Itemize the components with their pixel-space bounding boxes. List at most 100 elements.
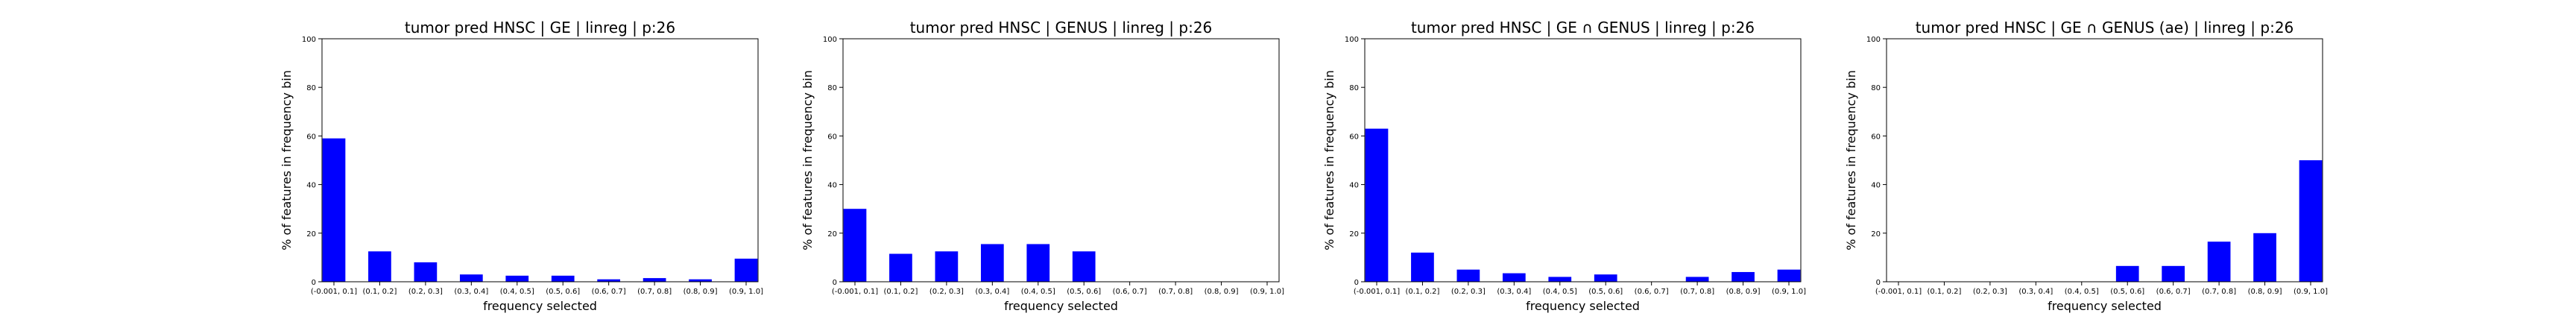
bar	[889, 253, 912, 282]
bar	[2162, 265, 2185, 282]
bar	[643, 278, 666, 282]
y-tick-label: 100	[823, 36, 837, 44]
x-tick-label: (0.3, 0.4]	[2018, 288, 2053, 296]
bar	[459, 274, 483, 282]
y-axis-label: % of features in frequency bin	[1322, 70, 1336, 250]
x-tick-label: (0.5, 0.6]	[1588, 288, 1623, 296]
x-tick-label: (0.1, 0.2]	[362, 288, 397, 296]
bar	[551, 275, 575, 282]
x-tick-label: (0.2, 0.3]	[408, 288, 443, 296]
x-tick-label: (0.7, 0.8]	[2202, 288, 2236, 296]
chart-title: tumor pred HNSC | GENUS | linreg | p:26	[910, 19, 1213, 37]
x-tick-label: (0.7, 0.8]	[1158, 288, 1193, 296]
x-tick-label: (0.2, 0.3]	[1451, 288, 1486, 296]
x-axis-label: frequency selected	[483, 299, 597, 313]
x-tick-label: (0.9, 1.0]	[1250, 288, 1284, 296]
bar	[1072, 251, 1096, 282]
bar	[505, 275, 529, 282]
x-tick-label: (0.6, 0.7]	[1635, 288, 1669, 296]
y-tick-label: 20	[1871, 230, 1881, 239]
bar	[1411, 252, 1434, 282]
x-tick-label: (0.6, 0.7]	[2156, 288, 2191, 296]
y-tick-label: 80	[306, 84, 316, 92]
chart-panel-1: 0 20 40 60 80 100 (-0.001, 0.1] (0.1, 0.2] (0.2,…	[280, 19, 763, 313]
x-tick-label: (0.8, 0.9]	[1205, 288, 1239, 296]
bar	[322, 138, 346, 282]
y-tick-label: 80	[1349, 84, 1359, 92]
bar	[1456, 269, 1480, 282]
x-axis-label: frequency selected	[2048, 299, 2162, 313]
bar	[843, 209, 867, 282]
chart-panel-3: 0 20 40 60 80 100 (-0.001, 0.1] (0.1, 0.2] (0.2,…	[1322, 19, 1806, 313]
chart-panel-4: 0 20 40 60 80 100 (-0.001, 0.1] (0.1, 0.2] (0.2,…	[1844, 19, 2328, 313]
chart-title: tumor pred HNSC | GE ∩ GENUS | linreg | …	[1411, 19, 1755, 37]
y-tick-label: 0	[833, 279, 837, 287]
bar	[2115, 265, 2139, 282]
y-tick-label: 60	[1871, 133, 1881, 141]
y-tick-label: 40	[1349, 182, 1359, 190]
y-tick-label: 0	[1876, 279, 1881, 287]
y-tick-label: 40	[306, 182, 316, 190]
bar	[368, 251, 391, 282]
x-tick-label: (0.8, 0.9]	[684, 288, 718, 296]
bar	[1777, 269, 1801, 282]
y-tick-label: 20	[1349, 230, 1359, 239]
y-axis-label: % of features in frequency bin	[801, 70, 815, 250]
bar	[980, 244, 1004, 282]
y-tick-label: 20	[306, 230, 316, 239]
bar	[1502, 273, 1526, 282]
x-tick-label: (0.4, 0.5]	[2065, 288, 2099, 296]
x-tick-label: (0.6, 0.7]	[592, 288, 626, 296]
x-tick-label: (0.1, 0.2]	[1405, 288, 1439, 296]
x-axis-label: frequency selected	[1004, 299, 1118, 313]
bar	[689, 279, 712, 282]
axes-frame	[321, 38, 759, 282]
x-tick-label: (0.1, 0.2]	[883, 288, 918, 296]
x-tick-label: (0.4, 0.5]	[500, 288, 534, 296]
x-tick-label: (0.5, 0.6]	[1067, 288, 1101, 296]
x-tick-label: (0.3, 0.4]	[1497, 288, 1531, 296]
axes-frame	[1886, 38, 2323, 282]
x-tick-label: (0.9, 1.0]	[2294, 288, 2328, 296]
y-tick-label: 60	[306, 133, 316, 141]
chart-title: tumor pred HNSC | GE ∩ GENUS (ae) | linr…	[1916, 19, 2294, 37]
x-tick-label: (0.5, 0.6]	[546, 288, 580, 296]
y-tick-label: 0	[1354, 279, 1359, 287]
x-tick-label: (0.8, 0.9]	[2248, 288, 2282, 296]
bar	[1594, 274, 1617, 282]
y-tick-label: 60	[1349, 133, 1359, 141]
bar	[2253, 233, 2276, 282]
bar	[935, 251, 959, 282]
x-axis-label: frequency selected	[1526, 299, 1640, 313]
bar	[1548, 277, 1572, 282]
x-tick-label: (-0.001, 0.1]	[311, 288, 357, 296]
x-tick-label: (-0.001, 0.1]	[832, 288, 878, 296]
y-tick-label: 40	[827, 182, 837, 190]
y-tick-label: 100	[302, 36, 316, 44]
y-tick-label: 100	[1866, 36, 1881, 44]
y-tick-label: 0	[312, 279, 316, 287]
bar	[1026, 244, 1050, 282]
bar	[734, 259, 758, 282]
x-tick-label: (0.9, 1.0]	[1772, 288, 1806, 296]
y-axis-label: % of features in frequency bin	[280, 70, 294, 250]
y-tick-label: 80	[827, 84, 837, 92]
x-tick-label: (0.4, 0.5]	[1021, 288, 1055, 296]
bar	[1685, 277, 1709, 282]
y-tick-label: 100	[1345, 36, 1359, 44]
axes-frame	[1364, 38, 1802, 282]
bar	[597, 279, 621, 282]
x-tick-label: (0.6, 0.7]	[1113, 288, 1147, 296]
x-tick-label: (-0.001, 0.1]	[1354, 288, 1400, 296]
x-tick-label: (0.2, 0.3]	[1973, 288, 2007, 296]
x-tick-label: (0.3, 0.4]	[975, 288, 1009, 296]
y-tick-label: 80	[1871, 84, 1881, 92]
x-tick-label: (0.3, 0.4]	[454, 288, 488, 296]
x-tick-label: (0.2, 0.3]	[929, 288, 964, 296]
x-tick-label: (0.1, 0.2]	[1927, 288, 1961, 296]
bar	[1731, 271, 1755, 282]
x-tick-label: (-0.001, 0.1]	[1875, 288, 1922, 296]
chart-panel-2: 0 20 40 60 80 100 (-0.001, 0.1] (0.1, 0.2] (0.2,…	[801, 19, 1284, 313]
y-tick-label: 60	[827, 133, 837, 141]
